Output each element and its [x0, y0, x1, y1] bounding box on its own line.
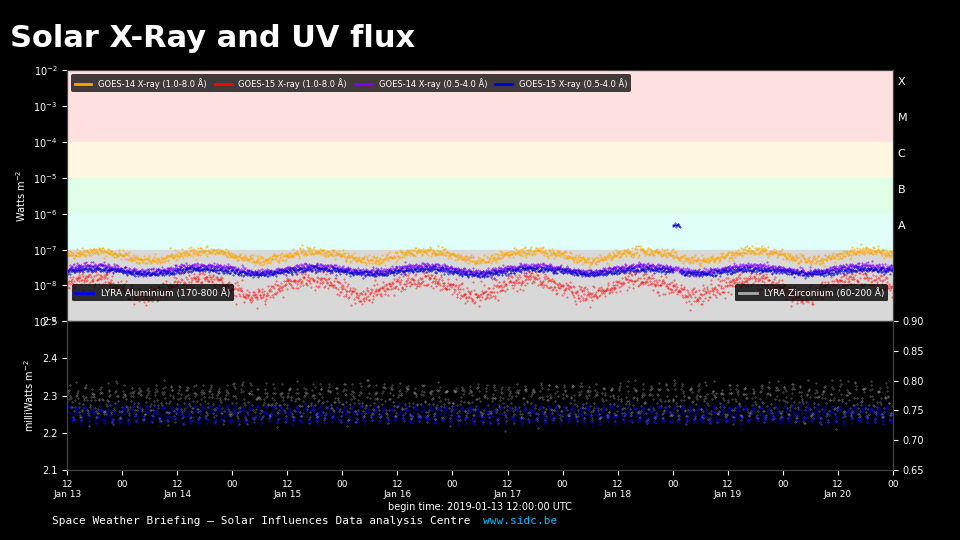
- Bar: [67, 70, 893, 142]
- Legend: LYRA Zirconium (60-200 Å): LYRA Zirconium (60-200 Å): [735, 285, 888, 301]
- Y-axis label: Watts m$^{-2}$: Watts m$^{-2}$: [14, 170, 28, 222]
- Y-axis label: milliWatts m$^{-2}$: milliWatts m$^{-2}$: [23, 359, 36, 432]
- Text: Solar X-Ray and UV flux: Solar X-Ray and UV flux: [10, 24, 415, 53]
- Bar: [67, 142, 893, 178]
- Bar: [67, 214, 893, 249]
- Text: www.sidc.be: www.sidc.be: [483, 516, 557, 526]
- Legend: GOES-14 X-ray (1.0-8.0 Å), GOES-15 X-ray (1.0-8.0 Å), GOES-14 X-ray (0.5-4.0 Å),: GOES-14 X-ray (1.0-8.0 Å), GOES-15 X-ray…: [71, 75, 631, 92]
- X-axis label: begin time: 2019-01-13 12:00:00 UTC: begin time: 2019-01-13 12:00:00 UTC: [388, 502, 572, 512]
- Bar: [67, 178, 893, 214]
- Text: Space Weather Briefing – Solar Influences Data analysis Centre: Space Weather Briefing – Solar Influence…: [52, 516, 477, 526]
- Bar: [67, 249, 893, 321]
